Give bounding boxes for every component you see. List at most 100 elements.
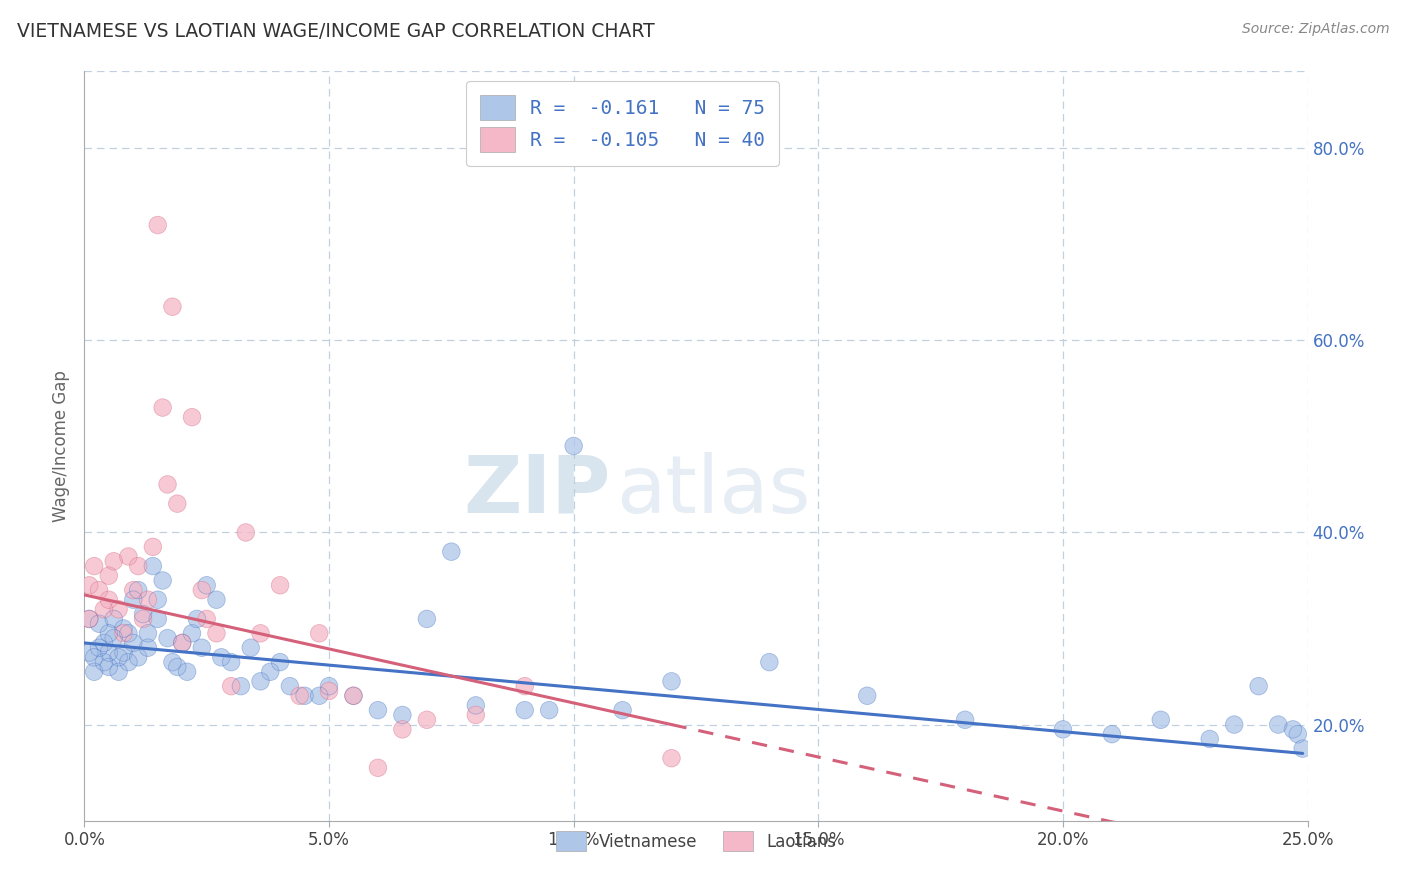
Point [440, 544, 463, 558]
Point [122, 636, 145, 650]
Point [83, 665, 105, 679]
Point [367, 703, 389, 717]
Point [112, 622, 135, 636]
Point [152, 574, 174, 588]
Point [367, 703, 389, 717]
Point [953, 713, 976, 727]
Point [416, 612, 439, 626]
Point [219, 679, 242, 693]
Point [1282, 723, 1305, 737]
Text: Source: ZipAtlas.com: Source: ZipAtlas.com [1241, 22, 1389, 37]
Point [127, 650, 149, 665]
Point [176, 665, 198, 679]
Point [127, 583, 149, 598]
Text: ZIP: ZIP [463, 452, 610, 530]
Point [229, 679, 252, 693]
Point [93, 636, 115, 650]
Point [156, 631, 179, 645]
Point [117, 549, 139, 564]
Point [209, 650, 232, 665]
Point [112, 626, 135, 640]
Point [269, 578, 291, 592]
Point [1052, 723, 1074, 737]
Text: atlas: atlas [616, 452, 811, 530]
Point [661, 751, 683, 765]
Point [308, 626, 330, 640]
Point [83, 559, 105, 574]
Point [342, 689, 364, 703]
Point [162, 655, 184, 669]
Point [209, 650, 232, 665]
Point [87, 640, 110, 655]
Point [342, 689, 364, 703]
Point [239, 640, 262, 655]
Point [142, 540, 165, 554]
Point [191, 583, 214, 598]
Point [1150, 713, 1173, 727]
Point [205, 592, 228, 607]
Point [249, 674, 271, 689]
Point [661, 674, 683, 689]
Point [117, 626, 139, 640]
Point [229, 679, 252, 693]
Legend: Vietnamese, Laotians: Vietnamese, Laotians [550, 825, 842, 857]
Point [142, 559, 165, 574]
Point [513, 679, 536, 693]
Point [103, 631, 125, 645]
Point [1267, 717, 1289, 731]
Point [146, 592, 169, 607]
Point [152, 401, 174, 415]
Point [87, 583, 110, 598]
Point [112, 622, 135, 636]
Point [391, 723, 413, 737]
Point [107, 665, 129, 679]
Point [83, 650, 105, 665]
Point [122, 592, 145, 607]
Point [367, 761, 389, 775]
Point [97, 660, 120, 674]
Point [87, 640, 110, 655]
Point [136, 626, 159, 640]
Point [172, 636, 194, 650]
Point [156, 631, 179, 645]
Point [195, 578, 218, 592]
Point [122, 583, 145, 598]
Point [308, 689, 330, 703]
Point [464, 698, 486, 713]
Point [117, 626, 139, 640]
Point [107, 602, 129, 616]
Point [440, 544, 463, 558]
Point [856, 689, 879, 703]
Point [278, 679, 301, 693]
Point [181, 626, 204, 640]
Point [162, 300, 184, 314]
Point [1286, 727, 1309, 741]
Point [142, 559, 165, 574]
Point [195, 578, 218, 592]
Point [513, 703, 536, 717]
Point [1267, 717, 1289, 731]
Point [103, 631, 125, 645]
Point [612, 703, 634, 717]
Point [562, 439, 585, 453]
Point [953, 713, 976, 727]
Point [186, 612, 208, 626]
Point [146, 612, 169, 626]
Point [269, 655, 291, 669]
Point [239, 640, 262, 655]
Point [87, 616, 110, 631]
Point [513, 679, 536, 693]
Point [127, 583, 149, 598]
Point [97, 646, 120, 660]
Point [235, 525, 257, 540]
Point [127, 559, 149, 574]
Point [235, 525, 257, 540]
Point [136, 640, 159, 655]
Point [77, 612, 100, 626]
Point [318, 679, 340, 693]
Point [318, 684, 340, 698]
Point [107, 650, 129, 665]
Point [93, 655, 115, 669]
Point [127, 559, 149, 574]
Point [112, 646, 135, 660]
